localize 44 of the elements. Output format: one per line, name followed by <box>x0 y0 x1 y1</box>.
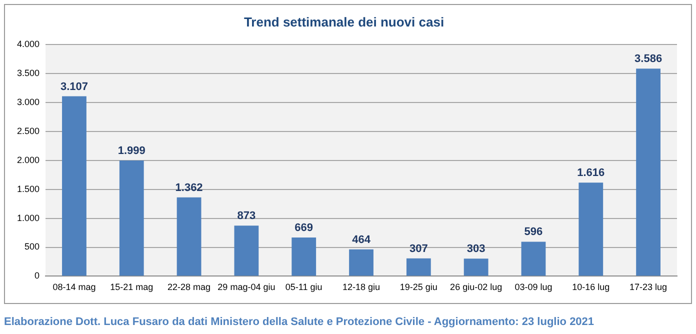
data-label: 3.586 <box>634 53 662 66</box>
bar <box>62 96 86 276</box>
data-label: 1.362 <box>175 182 203 194</box>
bar <box>119 160 144 276</box>
x-tick-label: 29 mag-04 giu <box>218 282 276 292</box>
x-tick-label: 26 giu-02 lug <box>450 282 502 292</box>
y-tick-label: 1.500 <box>16 184 40 194</box>
y-tick-label: 2.000 <box>16 154 40 165</box>
bar <box>578 182 604 276</box>
bar <box>176 197 202 276</box>
x-tick-label: 19-25 giu <box>400 282 438 292</box>
data-label: 3.107 <box>60 80 88 93</box>
y-tick-label: 2.500 <box>16 126 40 136</box>
y-tick-label: 500 <box>24 242 40 252</box>
data-label: 873 <box>237 210 256 222</box>
y-tick-label: 1.000 <box>16 212 40 223</box>
bar <box>234 226 259 276</box>
chart-title: Trend settimanale dei nuovi casi <box>244 14 444 30</box>
bar <box>464 258 488 276</box>
y-tick-label: 3.000 <box>16 96 40 107</box>
data-label: 303 <box>466 243 486 256</box>
x-tick-label: 12-18 giu <box>342 282 380 292</box>
y-tick-label: 3.500 <box>16 68 40 78</box>
data-label: 669 <box>294 222 314 234</box>
x-tick-label: 08-14 mag <box>52 282 96 292</box>
bar <box>349 249 374 276</box>
text: Elaborazione Dott. Luca Fusaro da dati Ministero della Salute e Protezione Civile - Aggiornamento: 23 luglio 2021 <box>4 316 594 328</box>
x-tick-label: 22-28 mag <box>168 282 211 292</box>
bar <box>406 258 431 276</box>
y-tick-label: 0 <box>34 270 40 281</box>
x-tick-label: 10-16 lug <box>572 282 610 292</box>
bar <box>636 68 660 276</box>
data-label: 596 <box>524 226 543 238</box>
data-label: 1.999 <box>118 144 146 157</box>
y-tick-label: 4.000 <box>16 39 40 50</box>
x-tick-label: 15-21 mag <box>110 282 154 292</box>
data-label: 464 <box>352 234 372 246</box>
data-label: 1.616 <box>577 167 605 180</box>
x-tick-label: 03-09 lug <box>514 282 552 292</box>
bar <box>292 237 316 276</box>
x-tick-label: 17-23 lug <box>630 282 668 292</box>
bar <box>521 242 546 276</box>
x-tick-label: 05-11 giu <box>285 282 322 292</box>
data-label: 307 <box>409 242 428 255</box>
